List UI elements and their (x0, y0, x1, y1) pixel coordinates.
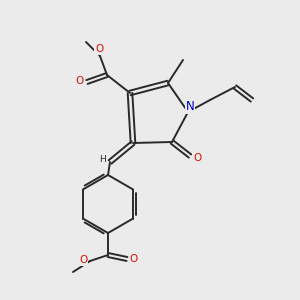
Text: O: O (193, 153, 201, 163)
Text: O: O (95, 44, 103, 54)
Text: O: O (76, 76, 84, 86)
Text: O: O (79, 255, 87, 265)
Text: H: H (99, 154, 105, 164)
Text: N: N (186, 100, 194, 113)
Text: O: O (130, 254, 138, 264)
